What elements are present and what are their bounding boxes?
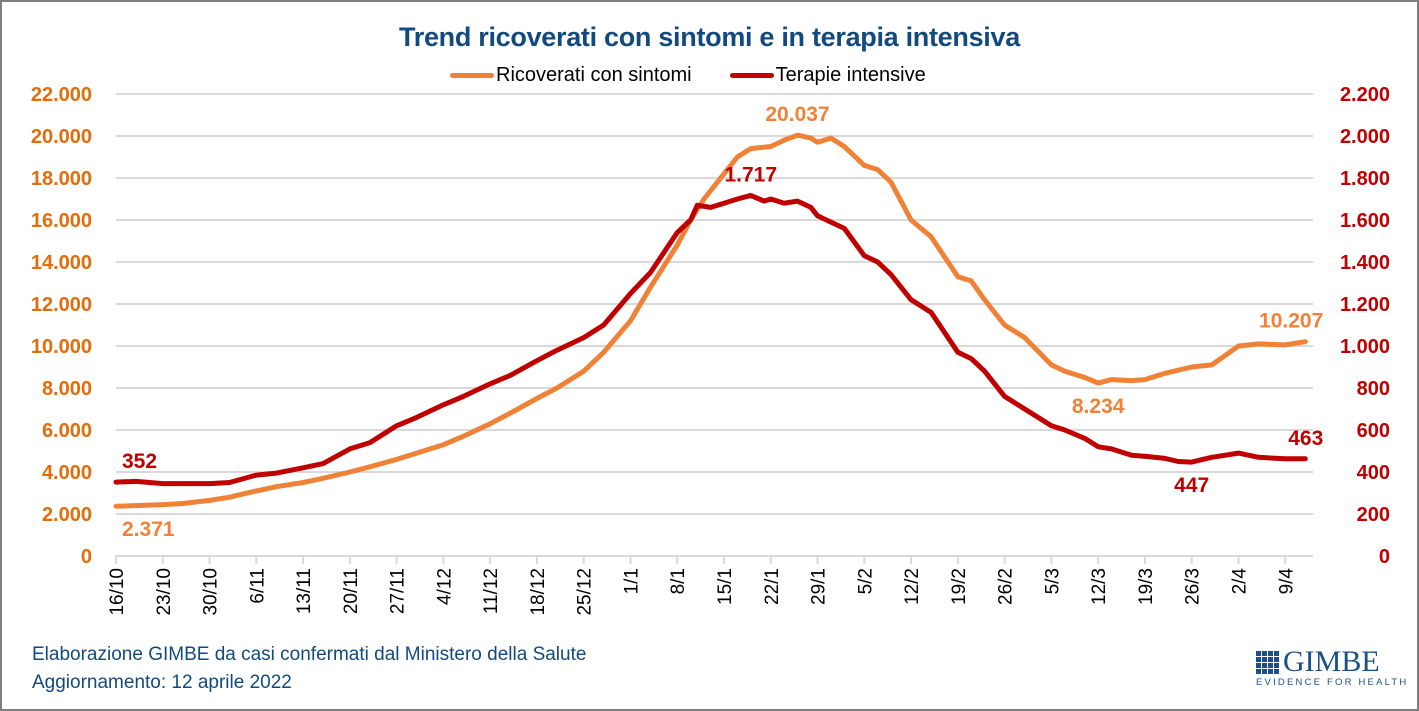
x-tick-label: 26/3: [1183, 568, 1204, 605]
x-tick-label: 23/10: [154, 568, 175, 616]
y-left-tick-label: 8.000: [42, 378, 92, 400]
x-tick-label: 26/2: [996, 568, 1017, 605]
x-tick-label: 22/1: [762, 568, 783, 605]
y-left-tick-label: 0: [81, 546, 92, 568]
legend-label-terapie: Terapie intensive: [775, 64, 926, 86]
y-left-tick-label: 4.000: [42, 462, 92, 484]
series-line-ricoverati: [113, 132, 1308, 509]
x-tick-label: 12/3: [1089, 568, 1110, 605]
x-tick-label: 8/1: [668, 568, 689, 594]
series-line-terapie: [113, 192, 1308, 487]
x-tick-label: 29/1: [809, 568, 830, 605]
y-right-tick-label: 200: [1357, 504, 1390, 526]
y-left-tick-label: 18.000: [31, 168, 92, 190]
y-left-tick-label: 22.000: [31, 84, 92, 106]
y-left-tick-label: 10.000: [31, 336, 92, 358]
y-right-tick-label: 1.800: [1340, 168, 1390, 190]
y-right-tick-label: 1.600: [1340, 210, 1390, 232]
y-right-tick-label: 2.200: [1340, 84, 1390, 106]
data-label: 1.717: [724, 163, 777, 186]
y-right-tick-label: 800: [1357, 378, 1390, 400]
data-label: 8.234: [1072, 395, 1125, 418]
chart-title: Trend ricoverati con sintomi e in terapi…: [399, 22, 1020, 52]
y-left-tick-label: 16.000: [31, 210, 92, 232]
y-left-tick-label: 6.000: [42, 420, 92, 442]
y-right-tick-label: 400: [1357, 462, 1390, 484]
x-tick-label: 1/1: [621, 568, 642, 594]
x-tick-label: 4/12: [434, 568, 455, 605]
logo-tagline: EVIDENCE FOR HEALTH: [1256, 677, 1409, 688]
x-tick-label: 2/4: [1229, 568, 1250, 595]
y-right-tick-label: 1.200: [1340, 294, 1390, 316]
x-tick-label: 6/11: [247, 568, 268, 604]
x-tick-label: 27/11: [388, 568, 409, 614]
legend: Ricoverati con sintomi Terapie intensive: [450, 64, 964, 87]
y-right-tick-label: 2.000: [1340, 126, 1390, 148]
footer-source: Elaborazione GIMBE da casi confermati da…: [32, 644, 587, 665]
data-label: 352: [122, 450, 157, 473]
y-left-tick-label: 2.000: [42, 504, 92, 526]
data-label: 20.037: [765, 103, 829, 126]
legend-label-ricoverati: Ricoverati con sintomi: [496, 64, 692, 86]
x-tick-label: 30/10: [201, 568, 222, 616]
data-label: 2.371: [122, 518, 175, 541]
x-tick-label: 13/11: [294, 568, 315, 614]
x-tick-label: 15/1: [715, 568, 736, 605]
y-right-tick-label: 1.000: [1340, 336, 1390, 358]
x-tick-label: 5/2: [855, 568, 876, 594]
logo-grid-icon: [1256, 650, 1279, 674]
logo-name: GIMBE: [1283, 645, 1380, 678]
data-label: 447: [1174, 474, 1209, 497]
y-left-tick-label: 14.000: [31, 252, 92, 274]
legend-item-ricoverati: Ricoverati con sintomi: [450, 64, 692, 87]
legend-item-terapie: Terapie intensive: [729, 64, 926, 87]
legend-swatch-ricoverati: [450, 73, 494, 78]
data-label: 463: [1288, 427, 1323, 450]
x-tick-label: 19/3: [1136, 568, 1157, 605]
footer-updated: Aggiornamento: 12 aprile 2022: [32, 672, 292, 693]
data-label: 10.207: [1259, 310, 1323, 333]
legend-swatch-terapie: [729, 73, 774, 78]
x-tick-label: 19/2: [949, 568, 970, 605]
x-tick-label: 12/2: [902, 568, 923, 605]
x-tick-label: 16/10: [107, 568, 128, 616]
y-right-tick-label: 0: [1379, 546, 1390, 568]
y-left-tick-label: 20.000: [31, 126, 92, 148]
y-right-tick-label: 1.400: [1340, 252, 1390, 274]
x-tick-label: 9/4: [1276, 568, 1297, 595]
x-tick-label: 20/11: [341, 568, 362, 614]
y-right-tick-label: 600: [1357, 420, 1390, 442]
y-left-tick-label: 12.000: [31, 294, 92, 316]
x-tick-label: 5/3: [1042, 568, 1063, 594]
gimbe-logo: GIMBE EVIDENCE FOR HEALTH: [1256, 645, 1409, 688]
x-tick-label: 18/12: [528, 568, 549, 616]
x-tick-label: 11/12: [481, 568, 502, 614]
x-tick-label: 25/12: [575, 568, 596, 616]
